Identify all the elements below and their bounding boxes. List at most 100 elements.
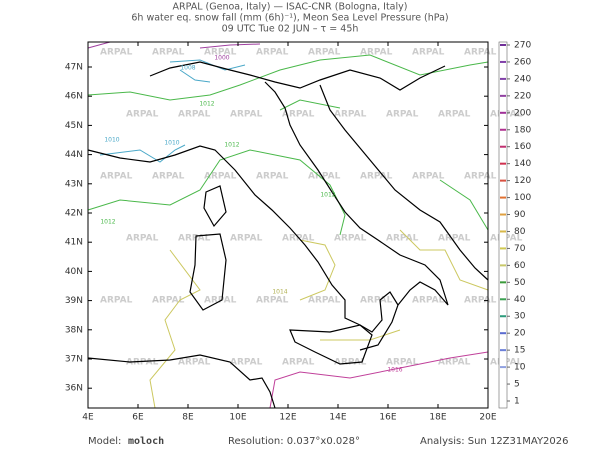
watermark: ARPAL — [386, 110, 419, 120]
contour-label: 1008 — [180, 65, 195, 72]
colorbar-swatch — [500, 60, 506, 63]
colorbar-label: 100 — [514, 193, 531, 203]
colorbar-label: 40 — [514, 295, 526, 305]
colorbar-swatch — [500, 162, 506, 165]
lon-tick-label: 16E — [379, 413, 396, 423]
watermark: ARPAL — [412, 172, 445, 182]
lon-tick-label: 14E — [329, 413, 346, 423]
footer: Model: moloch Resolution: 0.037°x0.028° … — [88, 436, 569, 447]
watermark: ARPAL — [360, 172, 393, 182]
colorbar-label: 30 — [514, 312, 526, 322]
contour-label: 1012 — [199, 101, 214, 108]
colorbar-swatch — [500, 111, 506, 114]
lat-tick-label: 37N — [65, 355, 83, 365]
colorbar-label: 140 — [514, 159, 531, 169]
watermark: ARPAL — [178, 110, 211, 120]
colorbar-swatch — [500, 366, 506, 369]
colorbar-swatch — [500, 230, 506, 233]
coastline — [149, 61, 489, 281]
isobars — [87, 41, 489, 409]
lat-tick-label: 39N — [65, 296, 83, 306]
colorbar-label: 200 — [514, 108, 531, 118]
watermark: ARPAL — [308, 296, 341, 306]
watermark: ARPAL — [282, 234, 315, 244]
lat-tick-label: 44N — [65, 150, 83, 160]
watermark: ARPAL — [256, 296, 289, 306]
lat-tick-label: 42N — [65, 209, 83, 219]
lon-tick-label: 12E — [279, 413, 296, 423]
footer-resolution: Resolution: 0.037°x0.028° — [228, 436, 360, 447]
colorbar-label: 260 — [514, 57, 531, 67]
watermark: ARPAL — [360, 48, 393, 58]
colorbar-label: 20 — [514, 329, 526, 339]
colorbar-swatch — [500, 247, 506, 250]
colorbar-swatch — [500, 128, 506, 131]
contour-label: 1010 — [104, 137, 119, 144]
contour-label: 1016 — [387, 367, 402, 374]
isobar — [149, 229, 489, 409]
lat-tick-label: 46N — [65, 92, 83, 102]
colorbar-label: 270 — [514, 41, 531, 51]
colorbar-swatch — [500, 213, 506, 216]
colorbar-label: 220 — [514, 91, 531, 101]
coastlines — [87, 61, 489, 409]
lat-tick-label: 47N — [65, 63, 83, 73]
colorbar-swatch — [500, 315, 506, 318]
lat-tick-label: 36N — [65, 384, 83, 394]
colorbar-swatch — [500, 179, 506, 182]
colorbar-swatch — [500, 400, 506, 402]
colorbar-swatch — [500, 94, 506, 97]
isobar — [87, 54, 489, 236]
watermark: ARPAL — [100, 48, 133, 58]
isobar — [269, 351, 489, 409]
isobar — [87, 41, 261, 49]
lat-tick-label: 43N — [65, 179, 83, 189]
map-frame — [87, 41, 489, 409]
contour-label: 1000 — [214, 55, 229, 62]
watermark: ARPAL — [230, 110, 263, 120]
watermark: ARPAL — [178, 358, 211, 368]
coastline — [87, 81, 449, 351]
colorbar-label: 90 — [514, 210, 526, 220]
colorbar-swatch — [500, 77, 506, 80]
footer-analysis: Analysis: Sun 12Z31MAY2026 — [420, 436, 569, 447]
watermark: ARPAL — [100, 172, 133, 182]
lat-tick-label: 45N — [65, 121, 83, 131]
watermark: ARPAL — [282, 358, 315, 368]
colorbar-label: 160 — [514, 142, 531, 152]
contour-label: 1014 — [272, 289, 287, 296]
watermark: ARPAL — [178, 234, 211, 244]
footer-model-label: Model: — [88, 436, 121, 447]
footer-model: moloch — [128, 436, 164, 447]
colorbar-label: 240 — [514, 74, 531, 84]
colorbar-swatch — [500, 264, 506, 267]
colorbar-label: 50 — [514, 278, 526, 288]
colorbar-swatch — [500, 383, 506, 386]
watermark: ARPAL — [386, 234, 419, 244]
colorbar-swatch — [500, 44, 506, 46]
lat-tick-label: 40N — [65, 267, 83, 277]
lon-tick-label: 6E — [132, 413, 144, 423]
lon-tick-label: 4E — [82, 413, 94, 423]
watermark: ARPAL — [438, 110, 471, 120]
colorbar-swatch — [500, 196, 506, 199]
watermark: ARPAL — [230, 358, 263, 368]
watermark: ARPAL — [152, 296, 185, 306]
watermark: ARPAL — [308, 48, 341, 58]
lon-tick-label: 18E — [429, 413, 446, 423]
header-line: 6h water eq. snow fall (mm (6h)⁻¹), Meon… — [131, 13, 448, 24]
contour-label: 1012 — [320, 192, 335, 199]
watermark: ARPAL — [204, 172, 237, 182]
watermark: ARPAL — [386, 358, 419, 368]
coastline — [203, 185, 227, 228]
watermark: ARPAL — [438, 358, 471, 368]
contour-label: 1012 — [224, 142, 239, 149]
watermark: ARPAL — [152, 48, 185, 58]
colorbar-label: 10 — [514, 363, 526, 373]
watermark: ARPAL — [282, 110, 315, 120]
watermark: ARPAL — [464, 296, 497, 306]
lon-tick-label: 10E — [229, 413, 246, 423]
watermark: ARPAL — [152, 172, 185, 182]
contour-label: 1012 — [100, 219, 115, 226]
